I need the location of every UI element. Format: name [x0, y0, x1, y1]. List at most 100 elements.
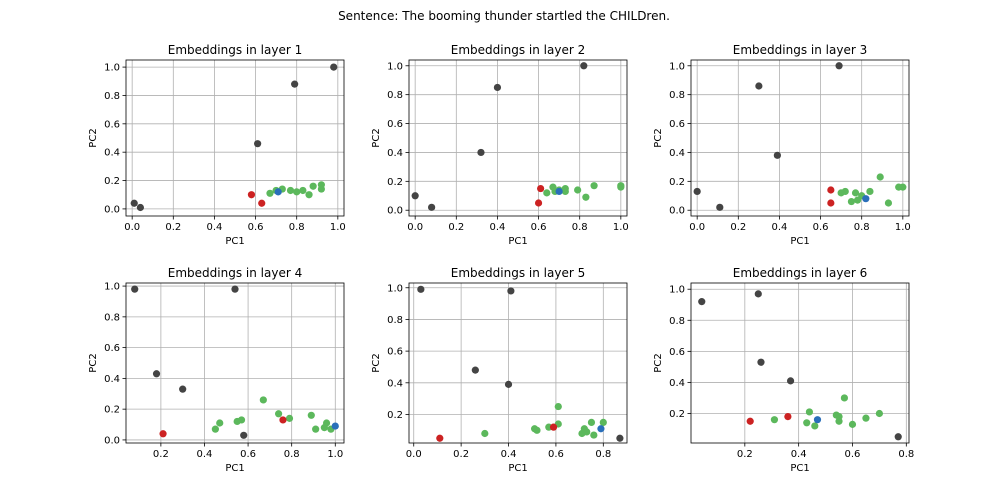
scatter-point-green — [590, 182, 598, 190]
scatter-point-green — [481, 429, 489, 438]
x-axis-label: PC1 — [225, 463, 244, 474]
chart-panel-3: Embeddings in layer 3 0.0 0.2 0.4 0.6 0.8 1.0 0… — [653, 43, 911, 247]
y-tick-label: 1.0 — [387, 61, 403, 72]
scatter-point-red — [746, 417, 754, 425]
x-tick-label: 0.4 — [197, 449, 213, 460]
y-tick-label: 0.4 — [387, 378, 403, 389]
scatter-point-gray — [411, 192, 419, 200]
scatter-point-green — [835, 412, 843, 421]
y-tick-label: 0.6 — [669, 347, 685, 358]
y-tick-label: 0.4 — [669, 148, 685, 159]
x-tick-label: 0.0 — [124, 222, 140, 233]
y-tick-label: 0.2 — [669, 409, 685, 420]
y-tick-label: 1.0 — [387, 283, 403, 294]
scatter-point-green — [554, 402, 562, 411]
y-tick-label: 0.6 — [669, 119, 685, 130]
scatter-point-gray — [755, 82, 763, 90]
chart-title: Embeddings in layer 2 — [451, 43, 585, 57]
x-tick-label: 0.4 — [206, 222, 222, 233]
scatter-point-green — [811, 422, 819, 430]
plot-frame — [125, 282, 345, 444]
scatter-point-gray — [291, 80, 299, 88]
chart-panel-6: Embeddings in layer 6 0.2 0.4 0.6 0.8 0.2 0.4 0… — [653, 266, 914, 474]
x-axis-label: PC1 — [225, 236, 244, 247]
scatter-point-red — [534, 199, 543, 207]
scatter-point-gray — [428, 203, 436, 211]
scatter-point-green — [599, 418, 607, 427]
x-tick-label: 1.0 — [330, 222, 346, 233]
plot-frame — [690, 282, 910, 444]
x-tick-label: 0.2 — [730, 222, 746, 233]
scatter-point-gray — [580, 62, 588, 70]
x-tick-label: 0.2 — [153, 449, 169, 460]
y-tick-label: 0.8 — [669, 316, 685, 327]
x-tick-label: 0.0 — [689, 222, 705, 233]
scatter-point-red — [784, 412, 792, 421]
scatter-point-gray — [493, 83, 502, 92]
y-tick-label: 0.4 — [104, 374, 120, 385]
x-axis-label: PC1 — [790, 236, 809, 247]
scatter-point-red — [537, 184, 545, 193]
scatter-point-gray — [786, 377, 795, 385]
scatter-point-blue — [331, 422, 339, 430]
plot-frame — [125, 59, 345, 217]
scatter-point-blue — [555, 187, 563, 196]
scatter-point-green — [803, 419, 811, 427]
scatter-point-green — [805, 408, 814, 416]
scatter-point-gray — [179, 385, 187, 393]
chart-title: Embeddings in layer 6 — [733, 266, 867, 280]
scatter-point-blue — [862, 195, 870, 203]
scatter-point-red — [827, 186, 835, 194]
scatter-point-green — [216, 419, 224, 427]
y-tick-label: 0.8 — [387, 315, 403, 326]
scatter-point-green — [307, 411, 315, 419]
scatter-point-gray — [835, 62, 843, 70]
scatter-point-green — [770, 416, 779, 424]
x-tick-label: 0.6 — [531, 222, 547, 233]
scatter-point-green — [847, 197, 856, 206]
scatter-point-gray — [477, 148, 485, 157]
scatter-point-green — [582, 193, 590, 201]
x-tick-label: 0.2 — [737, 449, 753, 460]
chart-title: Embeddings in layer 5 — [451, 266, 585, 280]
y-tick-label: 0.2 — [387, 410, 403, 421]
scatter-point-gray — [754, 290, 762, 298]
x-tick-label: 0.6 — [240, 449, 256, 460]
x-tick-label: 0.4 — [791, 449, 807, 460]
scatter-point-gray — [136, 203, 144, 212]
x-tick-label: 0.4 — [771, 222, 787, 233]
scatter-point-green — [841, 187, 849, 196]
x-tick-label: 1.0 — [327, 449, 343, 460]
scatter-point-green — [237, 416, 246, 424]
scatter-point-green — [259, 396, 267, 404]
y-tick-label: 0.0 — [387, 206, 403, 217]
scatter-point-gray — [231, 285, 239, 293]
plot-frame — [690, 59, 910, 217]
scatter-point-gray — [773, 151, 781, 159]
y-tick-label: 1.0 — [104, 282, 120, 293]
scatter-point-red — [549, 423, 558, 431]
y-tick-label: 1.0 — [104, 63, 120, 74]
x-tick-label: 0.8 — [284, 449, 300, 460]
scatter-point-gray — [507, 287, 515, 295]
scatter-point-gray — [417, 285, 425, 293]
y-tick-label: 0.8 — [104, 91, 120, 102]
y-tick-label: 0.0 — [669, 206, 685, 217]
scatter-point-gray — [616, 434, 624, 442]
scatter-point-gray — [757, 358, 765, 366]
scatter-point-green — [275, 410, 283, 418]
x-tick-label: 0.8 — [572, 222, 588, 233]
scatter-point-red — [258, 199, 266, 207]
scatter-point-blue — [274, 188, 282, 196]
scatter-point-green — [583, 428, 591, 436]
scatter-point-green — [840, 394, 849, 402]
y-tick-label: 0.6 — [104, 119, 120, 130]
scatter-point-gray — [152, 370, 161, 378]
y-tick-label: 0.2 — [669, 177, 685, 188]
scatter-point-red — [279, 416, 287, 424]
x-tick-label: 1.0 — [613, 222, 629, 233]
plot-frame — [408, 59, 628, 217]
x-tick-label: 0.6 — [813, 222, 829, 233]
scatter-point-red — [159, 430, 167, 438]
scatter-point-green — [899, 183, 907, 191]
